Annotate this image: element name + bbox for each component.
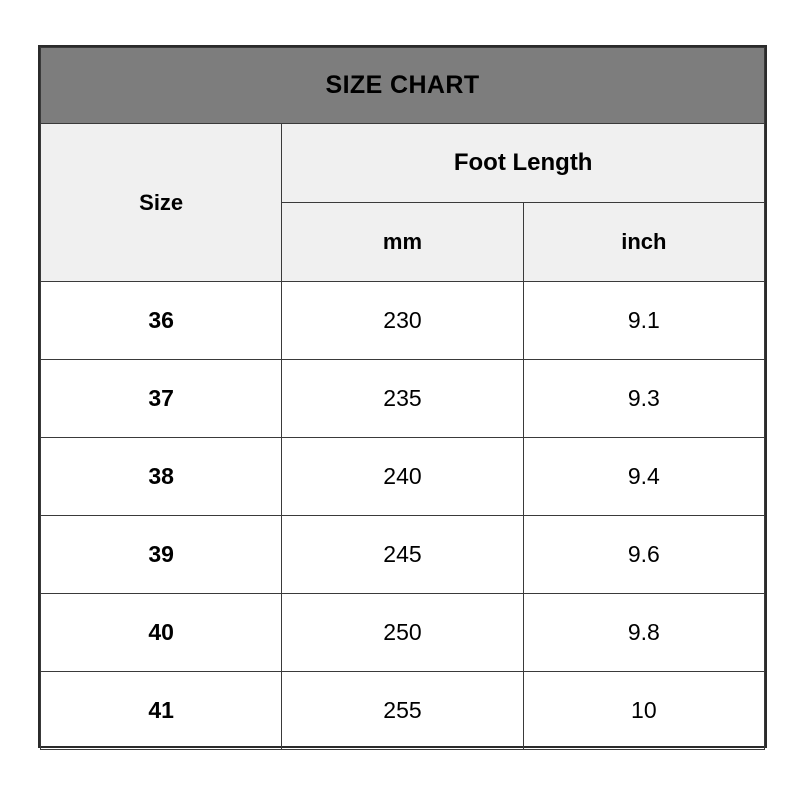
cell-mm: 255	[281, 671, 524, 750]
cell-inch: 9.6	[522, 515, 766, 594]
cell-size: 39	[39, 515, 283, 594]
table-row: 39 245 9.6	[39, 515, 766, 594]
cell-mm: 250	[281, 593, 524, 672]
cell-size: 38	[39, 437, 283, 516]
title-row: SIZE CHART	[40, 47, 765, 124]
cell-inch: 9.3	[522, 359, 766, 438]
table-row: 41 255 10	[39, 671, 766, 750]
cell-inch: 9.8	[522, 593, 766, 672]
cell-size: 40	[39, 593, 283, 672]
cell-size: 36	[39, 281, 283, 360]
cell-mm: 240	[281, 437, 524, 516]
column-header-mm: mm	[281, 202, 524, 282]
table-row: 38 240 9.4	[39, 437, 766, 516]
column-header-foot-length: Foot Length	[281, 123, 765, 203]
table-row: 40 250 9.8	[39, 593, 766, 672]
column-header-inch: inch	[522, 202, 766, 282]
cell-mm: 245	[281, 515, 524, 594]
table-header: SIZE CHART Size Foot Length mm inch	[39, 47, 766, 282]
cell-inch: 9.1	[522, 281, 766, 360]
cell-inch: 10	[522, 671, 766, 750]
header-sub-row: mm inch	[41, 202, 766, 282]
header-group-row: Size Foot Length	[39, 123, 765, 282]
cell-size: 41	[39, 671, 283, 750]
column-header-size: Size	[39, 123, 283, 282]
table-body: 36 230 9.1 37 235 9.3 38 240 9.4 39 245	[39, 281, 766, 750]
cell-mm: 230	[281, 281, 524, 360]
cell-size: 37	[39, 359, 283, 438]
size-chart-container: SIZE CHART Size Foot Length mm inch 36 2…	[38, 45, 767, 750]
table-row: 37 235 9.3	[39, 359, 766, 438]
chart-title: SIZE CHART	[40, 47, 765, 124]
cell-inch: 9.4	[522, 437, 766, 516]
size-chart-table: SIZE CHART Size Foot Length mm inch 36 2…	[39, 47, 766, 750]
cell-mm: 235	[281, 359, 524, 438]
table-row: 36 230 9.1	[39, 281, 766, 360]
